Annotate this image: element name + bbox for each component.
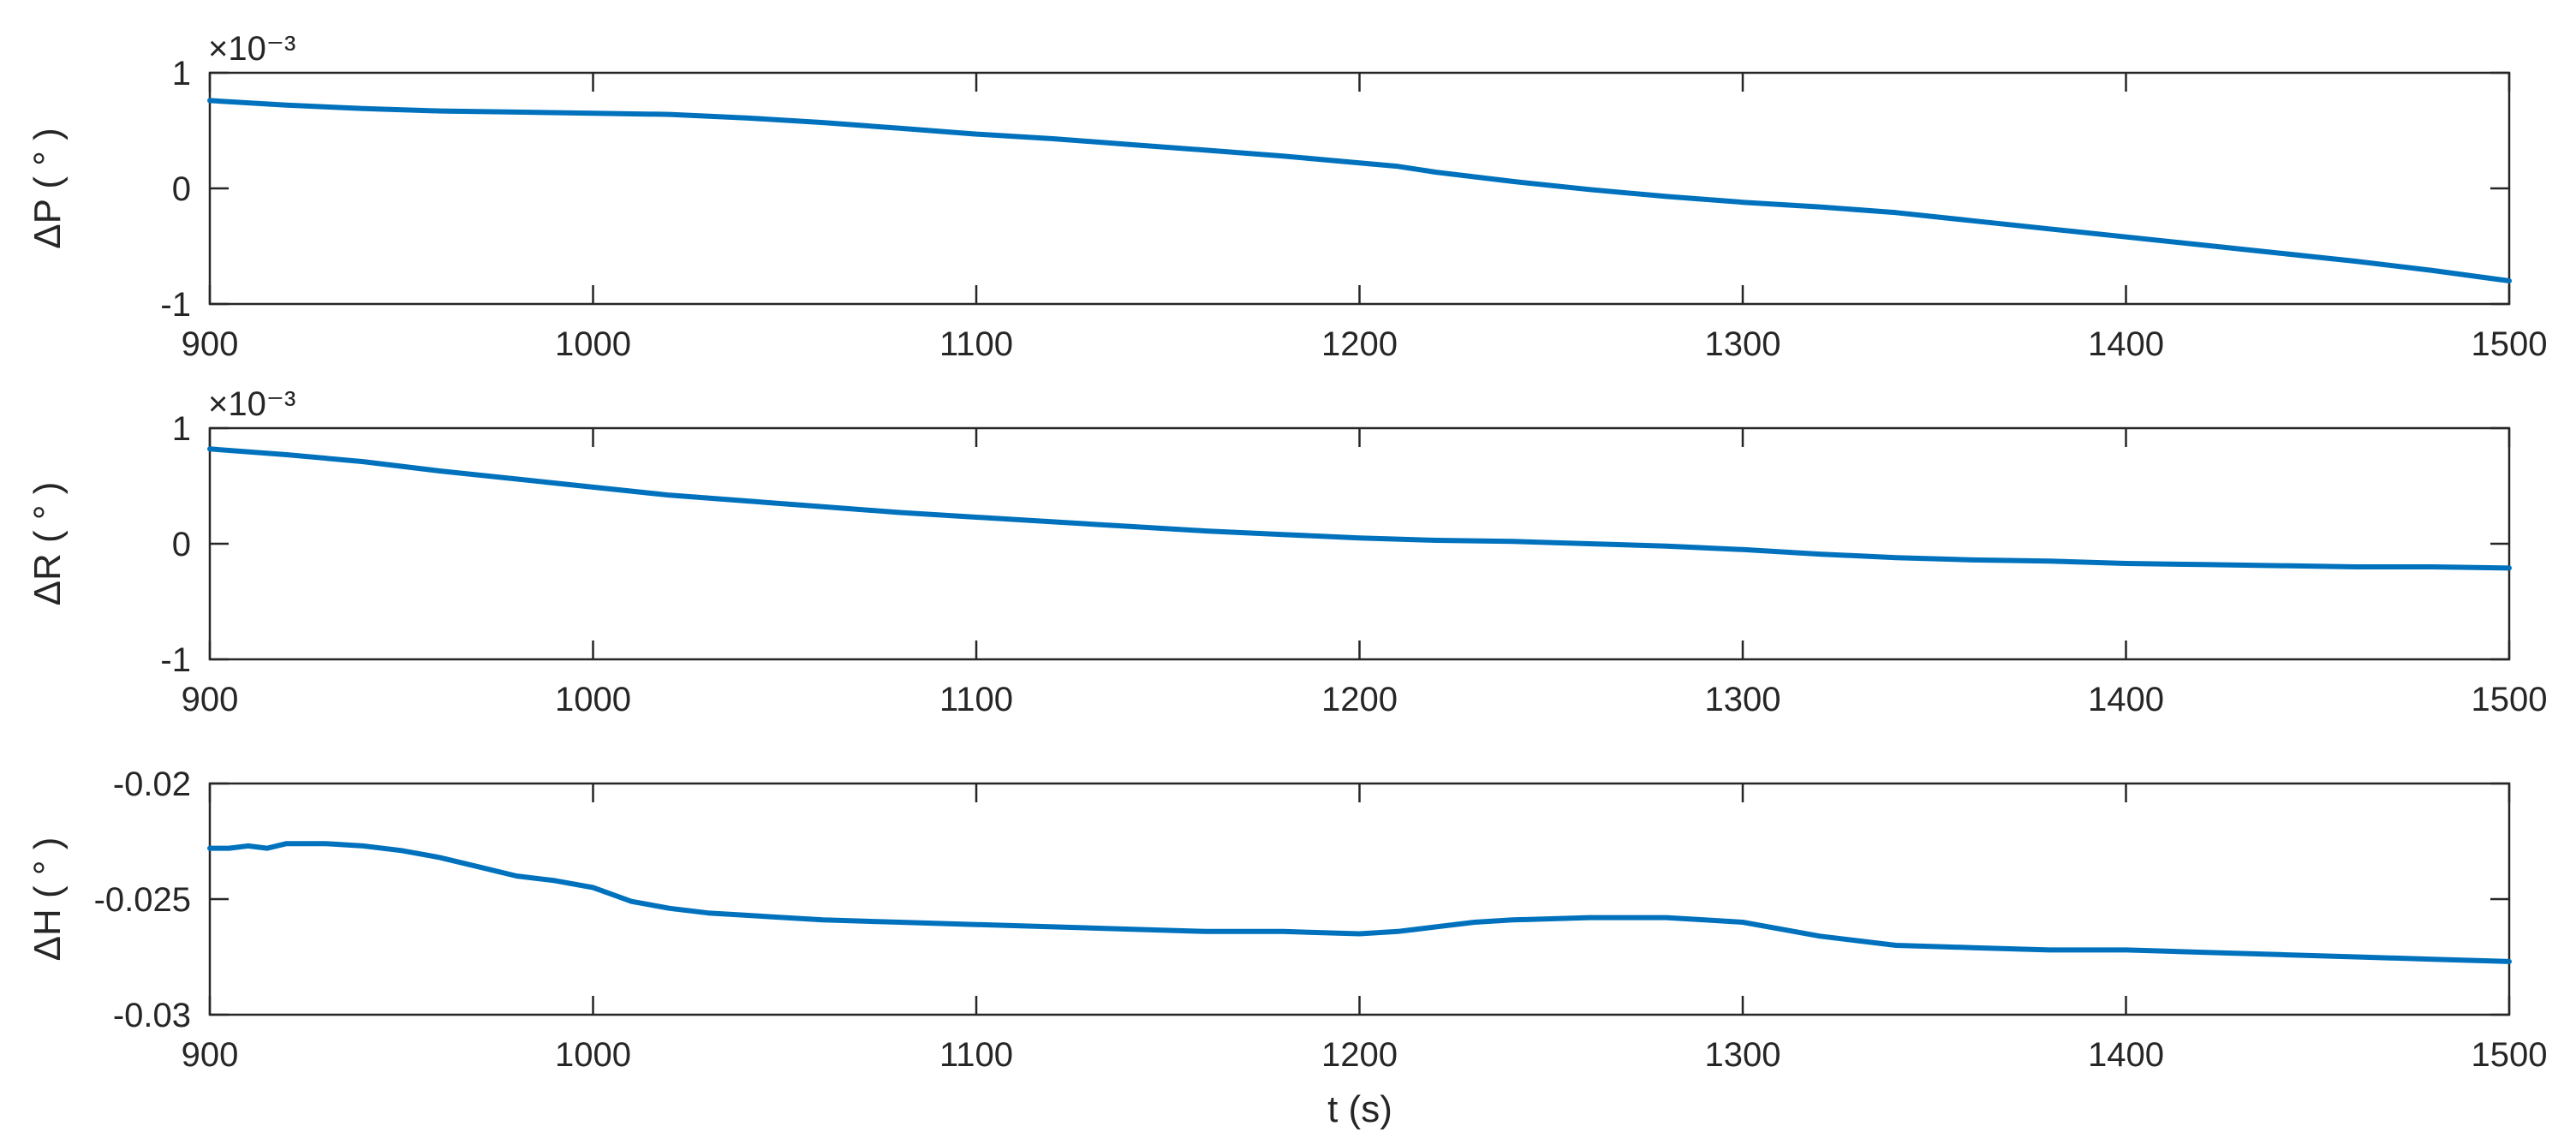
axes-box <box>208 426 2511 661</box>
axes-box <box>208 782 2511 1016</box>
x-tick-label: 1000 <box>555 681 631 718</box>
y-axis-label: ΔR ( ° ) <box>27 482 69 606</box>
x-axis-label: t (s) <box>1327 1088 1392 1130</box>
y-tick-label: -1 <box>160 641 191 679</box>
x-tick-label: 1300 <box>1705 1036 1781 1074</box>
x-tick-label: 900 <box>182 1036 239 1074</box>
x-tick-label: 1400 <box>2088 681 2164 718</box>
y-tick-label: 1 <box>172 410 191 448</box>
x-tick-label: 1100 <box>939 681 1013 718</box>
x-tick-label: 1200 <box>1321 325 1398 363</box>
subplot-1: 900 1000 1100 1200 1300 1400 1500 -1 0 1 ×10⁻³ ΔP (… <box>27 30 2547 363</box>
y-axis-label: ΔP ( ° ) <box>27 128 69 249</box>
y-tick-label: -0.02 <box>113 766 191 803</box>
y-tick-label: -0.025 <box>94 881 191 919</box>
y-exponent-label: ×10⁻³ <box>208 30 295 68</box>
x-tick-label: 1000 <box>555 1036 631 1074</box>
y-tick-label: -0.03 <box>113 997 191 1034</box>
x-tick-label: 1500 <box>2472 1036 2548 1074</box>
x-tick-label: 1500 <box>2472 325 2548 363</box>
x-tick-label: 1400 <box>2088 1036 2164 1074</box>
x-tick-label: 900 <box>182 681 239 718</box>
x-tick-label: 1200 <box>1321 1036 1398 1074</box>
subplot-2: 900 1000 1100 1200 1300 1400 1500 -1 0 1 ×10⁻³ ΔR (… <box>27 385 2547 718</box>
series-line-1 <box>207 446 2512 571</box>
x-tick-label: 1500 <box>2472 681 2548 718</box>
series-line-1 <box>207 98 2512 283</box>
x-tick-label: 1300 <box>1705 325 1781 363</box>
x-tick-label: 1200 <box>1321 681 1398 718</box>
x-tick-label: 1300 <box>1705 681 1781 718</box>
x-tick-label: 1100 <box>939 325 1013 363</box>
y-tick-label: -1 <box>160 286 191 324</box>
x-tick-label: 1100 <box>939 1036 1013 1074</box>
y-axis-label: ΔH ( ° ) <box>27 837 69 962</box>
y-tick-label: 1 <box>172 55 191 92</box>
x-tick-label: 900 <box>182 325 239 363</box>
axes-box <box>208 71 2511 306</box>
subplot-3: 900 1000 1100 1200 1300 1400 1500 -0.03 -0.025 -0… <box>27 766 2547 1074</box>
series-line-1 <box>207 841 2512 964</box>
x-tick-label: 1400 <box>2088 325 2164 363</box>
y-tick-label: 0 <box>172 170 191 208</box>
y-tick-label: 0 <box>172 526 191 563</box>
x-tick-label: 1000 <box>555 325 631 363</box>
subplots: 900 1000 1100 1200 1300 1400 1500 -1 0 1 ×10⁻³ ΔP (… <box>27 30 2547 1074</box>
y-exponent-label: ×10⁻³ <box>208 385 295 423</box>
